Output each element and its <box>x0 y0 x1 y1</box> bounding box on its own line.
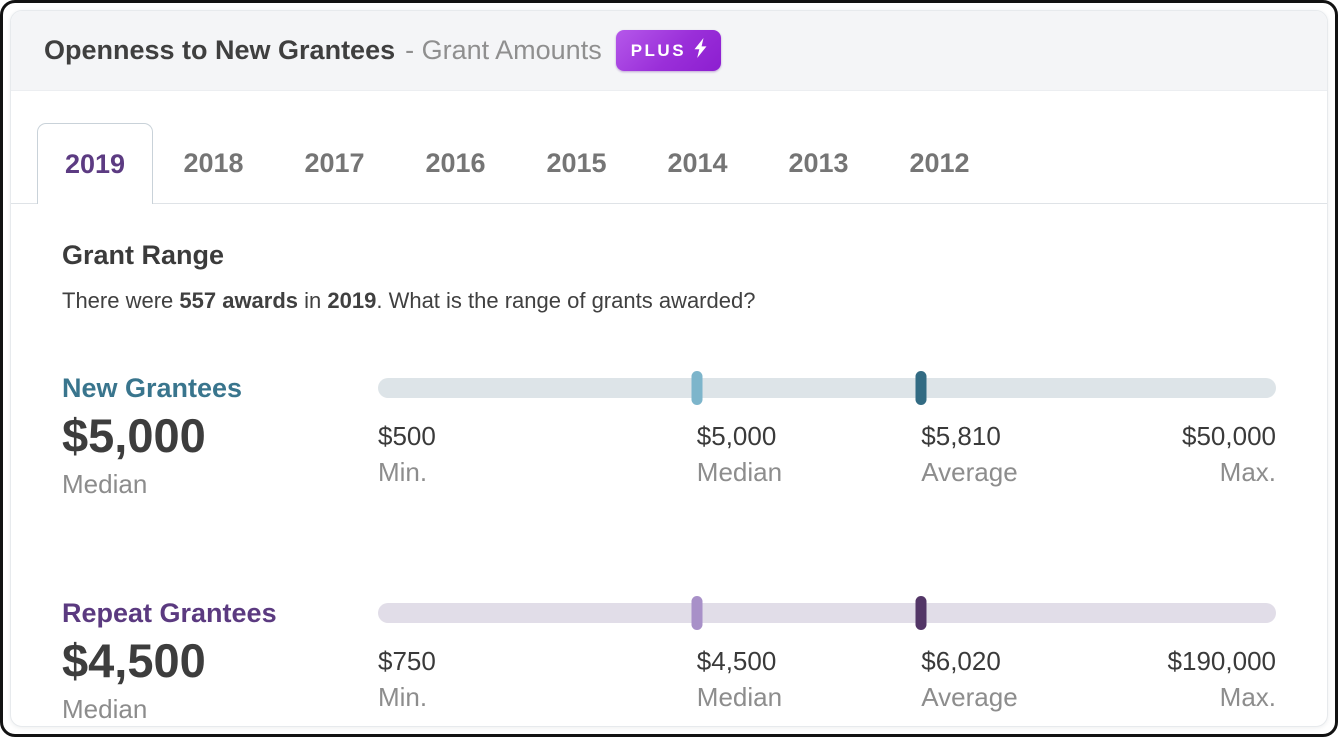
stat-value: $50,000 <box>1182 421 1276 451</box>
section-heading: Grant Range <box>62 240 225 270</box>
sentence-middle: in <box>298 288 328 313</box>
stat-value: $5,810 <box>921 421 1001 451</box>
year-value: 2019 <box>327 288 377 313</box>
new-grantees-range-track <box>378 371 1276 405</box>
plus-badge[interactable]: PLUS <box>615 30 722 71</box>
tab-panel-2019: Grant Range There were 557 awards in 201… <box>11 240 1327 725</box>
stat-value: $5,000 <box>696 421 777 451</box>
tab-2016[interactable]: 2016 <box>395 123 516 203</box>
new-grantees-stats: $500 Min. $5,000 Median $5,810 Average $… <box>378 421 1276 487</box>
year-tab-bar: 2019 2018 2017 2016 2015 2014 2013 2012 <box>11 123 1327 204</box>
stat-average: $6,020 Average <box>921 646 1017 713</box>
stat-label: Min. <box>378 457 428 487</box>
plus-badge-label: PLUS <box>630 40 687 60</box>
stat-max: $190,000 Max. <box>1168 646 1276 713</box>
new-grantees-label: New Grantees <box>62 373 243 403</box>
repeat-grantees-median-caption: Median <box>62 694 148 724</box>
stat-value: $190,000 <box>1167 646 1276 676</box>
stat-median: $4,500 Median <box>697 646 782 713</box>
page-subtitle: - Grant Amounts <box>405 35 602 65</box>
tab-2014[interactable]: 2014 <box>637 123 758 203</box>
repeat-grantees-average-marker <box>915 596 927 630</box>
new-grantees-median-marker <box>691 371 703 405</box>
new-grantees-summary: New Grantees $5,000 Median <box>62 371 378 500</box>
section-sentence: There were 557 awards in 2019. What is t… <box>62 288 1276 314</box>
card-header: Openness to New Grantees - Grant Amounts… <box>11 11 1327 91</box>
tab-2017[interactable]: 2017 <box>274 123 395 203</box>
sentence-prefix: There were <box>62 288 180 313</box>
repeat-grantees-median-amount: $4,500 <box>62 634 206 687</box>
page-title: Openness to New Grantees <box>44 35 396 65</box>
stat-label: Max. <box>1219 457 1276 487</box>
tab-2015[interactable]: 2015 <box>516 123 637 203</box>
repeat-grantees-label: Repeat Grantees <box>62 598 277 628</box>
sentence-suffix: . What is the range of grants awarded? <box>376 288 756 313</box>
stat-value: $4,500 <box>696 646 777 676</box>
stat-median: $5,000 Median <box>697 421 782 488</box>
stat-value: $500 <box>378 421 436 451</box>
lightning-bolt-icon <box>693 38 708 63</box>
repeat-grantees-stats: $750 Min. $4,500 Median $6,020 Average $… <box>378 646 1276 712</box>
tab-2013[interactable]: 2013 <box>758 123 879 203</box>
stat-label: Median <box>696 682 783 712</box>
new-grantees-range: $500 Min. $5,000 Median $5,810 Average $… <box>378 371 1276 500</box>
stat-label: Average <box>921 682 1018 712</box>
new-grantees-row: New Grantees $5,000 Median $500 Min. $5,… <box>62 371 1276 500</box>
stat-min: $750 Min. <box>378 646 436 713</box>
new-grantees-median-amount: $5,000 <box>62 409 206 462</box>
awards-count: 557 awards <box>179 288 299 313</box>
stat-average: $5,810 Average <box>921 421 1017 488</box>
new-grantees-average-marker <box>915 371 927 405</box>
grant-amounts-card: Openness to New Grantees - Grant Amounts… <box>10 10 1328 727</box>
stat-label: Average <box>921 457 1018 487</box>
stat-min: $500 Min. <box>378 421 436 488</box>
repeat-grantees-summary: Repeat Grantees $4,500 Median <box>62 596 378 725</box>
stat-label: Min. <box>378 682 428 712</box>
tab-2019[interactable]: 2019 <box>37 123 153 204</box>
repeat-grantees-median-marker <box>691 596 703 630</box>
stat-max: $50,000 Max. <box>1182 421 1276 488</box>
stat-value: $750 <box>378 646 436 676</box>
tab-2018[interactable]: 2018 <box>153 123 274 203</box>
tab-2012[interactable]: 2012 <box>879 123 1000 203</box>
new-grantees-median-caption: Median <box>62 469 148 499</box>
repeat-grantees-row: Repeat Grantees $4,500 Median $750 Min. … <box>62 596 1276 725</box>
stat-label: Median <box>696 457 783 487</box>
repeat-grantees-range: $750 Min. $4,500 Median $6,020 Average $… <box>378 596 1276 725</box>
repeat-grantees-range-track <box>378 596 1276 630</box>
stat-label: Max. <box>1219 682 1276 712</box>
stat-value: $6,020 <box>921 646 1001 676</box>
